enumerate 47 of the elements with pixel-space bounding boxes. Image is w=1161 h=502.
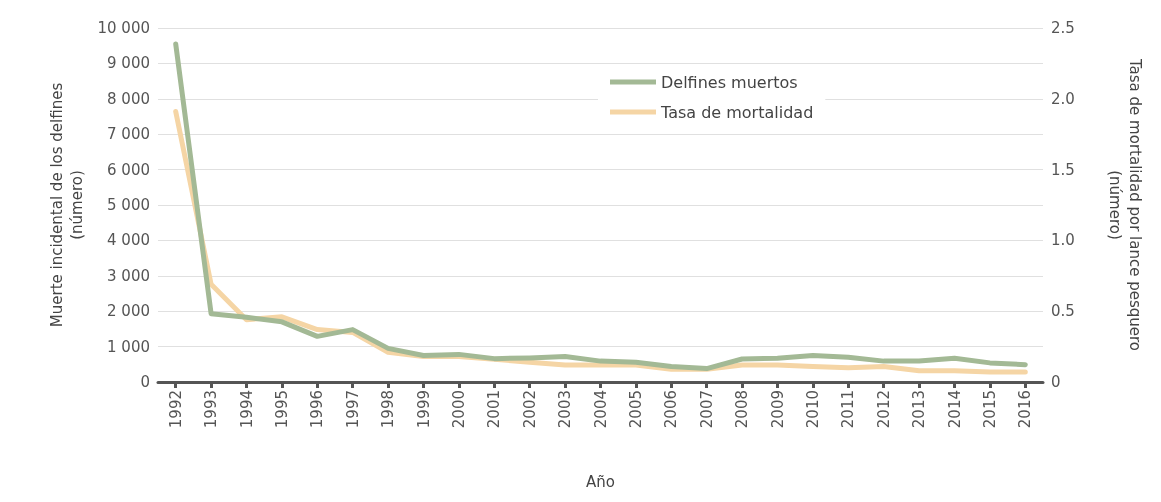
y-tick-label: 1 000 <box>107 337 150 356</box>
y2-tick-label: 2.5 <box>1051 19 1075 37</box>
y2-tick-label: 2.0 <box>1051 89 1075 108</box>
y-tick-label: 4 000 <box>107 231 150 250</box>
x-tick-label: 2002 <box>520 390 539 429</box>
y2-axis-title: Tasa de mortalidad por lance pesquero (número) <box>1106 57 1144 352</box>
x-tick-label: 2006 <box>662 390 681 429</box>
y-tick-label: 9 000 <box>107 54 150 73</box>
x-tick-label: 2011 <box>839 390 858 429</box>
x-tick-label: 2009 <box>768 390 787 429</box>
x-tick-label: 2007 <box>697 390 716 429</box>
y-axis-title: Muerte incidental de los delfines (número) <box>47 82 86 328</box>
x-tick-label: 1992 <box>166 390 185 429</box>
x-tick-label: 1994 <box>237 390 256 429</box>
x-tick-label: 2003 <box>556 390 575 429</box>
x-tick-label: 2012 <box>874 390 893 429</box>
y-tick-label: 6 000 <box>107 160 150 179</box>
x-tick-label: 1997 <box>343 390 362 429</box>
x-tick-label: 2014 <box>945 390 964 429</box>
x-tick-label: 2013 <box>910 390 929 429</box>
y-tick-label: 0 <box>140 373 150 391</box>
y2-tick-label: 1.5 <box>1051 160 1075 179</box>
legend-label: Delfines muertos <box>661 72 798 92</box>
y-tick-label: 3 000 <box>107 266 150 285</box>
x-tick-label: 1995 <box>272 390 291 429</box>
x-tick-label: 2004 <box>591 390 610 429</box>
legend-label: Tasa de mortalidad <box>660 102 814 122</box>
x-tick-label: 2001 <box>485 390 504 429</box>
y-tick-label: 8 000 <box>107 89 150 108</box>
y2-tick-label: 0 <box>1051 373 1061 391</box>
x-tick-label: 2015 <box>980 390 999 429</box>
x-tick-label: 1999 <box>414 390 433 429</box>
x-tick-label: 1998 <box>379 390 398 429</box>
y-tick-label: 5 000 <box>107 196 150 214</box>
x-tick-label: 2010 <box>803 390 822 429</box>
x-tick-label: 1996 <box>308 390 327 429</box>
x-tick-label: 2016 <box>1016 390 1035 429</box>
x-tick-label: 2008 <box>733 390 752 429</box>
x-tick-label: 2000 <box>449 390 468 429</box>
x-axis-title: Año <box>586 472 615 491</box>
y2-tick-label: 0.5 <box>1051 302 1075 321</box>
x-tick-label: 2005 <box>626 390 645 429</box>
x-tick-label: 1993 <box>202 390 221 429</box>
y-tick-label: 2 000 <box>107 302 150 321</box>
y-tick-label: 10 000 <box>97 19 150 37</box>
y-tick-label: 7 000 <box>107 125 150 144</box>
y2-tick-label: 1.0 <box>1051 231 1075 250</box>
